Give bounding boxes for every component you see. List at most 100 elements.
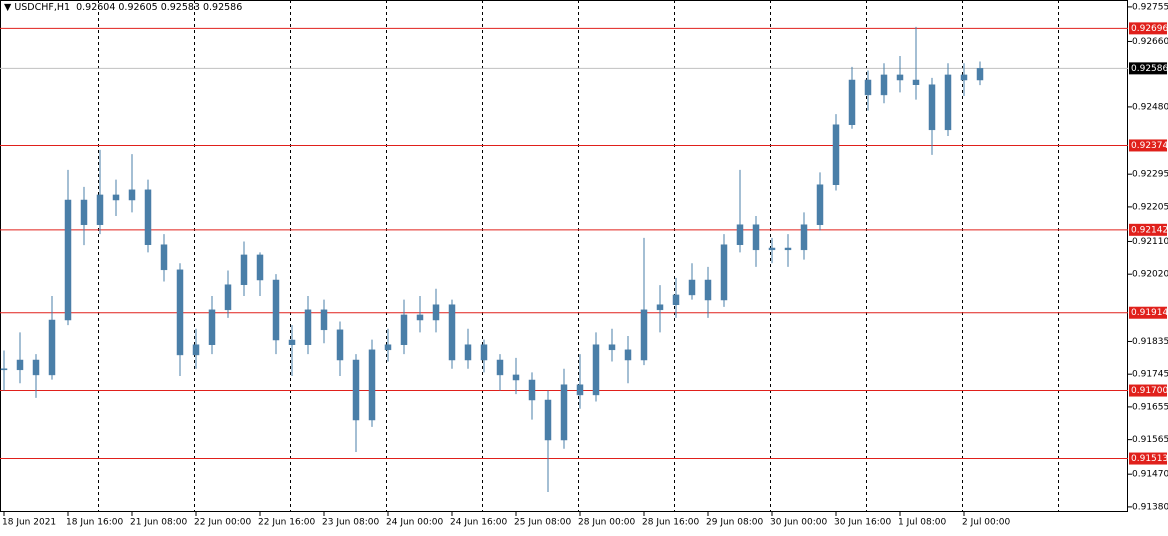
candle-body xyxy=(960,74,968,81)
candle-body xyxy=(208,309,216,345)
candle xyxy=(0,350,8,391)
candle-body xyxy=(848,79,856,125)
candle xyxy=(848,66,856,129)
y-tick-label: 0.92205 xyxy=(1132,202,1168,212)
last-price-label: 0.92586 xyxy=(1131,64,1168,74)
candle-body xyxy=(832,124,840,185)
candle xyxy=(912,26,920,100)
candle xyxy=(656,285,664,333)
candle xyxy=(896,56,904,93)
candle-body xyxy=(448,304,456,361)
candle xyxy=(32,354,40,398)
candle-body xyxy=(736,224,744,245)
x-tick-label: 24 Jun 00:00 xyxy=(386,518,443,528)
menu-arrow[interactable]: ▼ xyxy=(4,2,12,13)
x-tick-label: 24 Jun 16:00 xyxy=(450,518,507,528)
y-tick-label: 0.91745 xyxy=(1132,370,1168,380)
candle xyxy=(544,390,552,492)
level-label: 0.91700 xyxy=(1131,386,1168,396)
candle-body xyxy=(352,359,360,421)
candle-body xyxy=(288,339,296,345)
candle-body xyxy=(384,344,392,351)
candle-body xyxy=(368,349,376,421)
candle-body xyxy=(880,74,888,96)
candle-body xyxy=(896,74,904,81)
candle xyxy=(672,277,680,318)
candle-body xyxy=(576,384,584,396)
y-tick-label: 0.92110 xyxy=(1132,237,1168,247)
candle xyxy=(224,270,232,318)
level-label-box xyxy=(1129,306,1167,319)
candle xyxy=(976,61,984,86)
y-tick-label: 0.91380 xyxy=(1132,502,1168,512)
candle-body xyxy=(976,68,984,81)
y-tick-label: 0.92020 xyxy=(1132,270,1168,280)
symbol: USDCHF,H1 xyxy=(14,2,71,13)
candle xyxy=(928,77,936,155)
x-tick-label: 22 Jun 16:00 xyxy=(258,518,315,528)
candle-body xyxy=(432,304,440,321)
candle xyxy=(16,332,24,384)
candle-body xyxy=(592,344,600,396)
candle xyxy=(640,237,648,366)
level-label-box xyxy=(1129,452,1167,465)
x-tick-label: 1 Jul 08:00 xyxy=(898,518,947,528)
x-tick-label: 2 Jul 00:00 xyxy=(962,518,1011,528)
x-tick-label: 29 Jun 08:00 xyxy=(706,518,763,528)
candle-body xyxy=(464,344,472,361)
level-label: 0.91914 xyxy=(1131,308,1168,318)
candle xyxy=(336,321,344,376)
candle-body xyxy=(928,84,936,131)
candle xyxy=(864,70,872,111)
candle-body xyxy=(240,254,248,285)
level-label: 0.92696 xyxy=(1131,24,1168,34)
candle xyxy=(48,296,56,380)
candle xyxy=(880,63,888,104)
candle xyxy=(736,169,744,253)
candle xyxy=(832,114,840,191)
candle xyxy=(784,234,792,267)
candle-body xyxy=(944,74,952,131)
candle-body xyxy=(640,309,648,361)
candle xyxy=(160,234,168,282)
candle-body xyxy=(64,199,72,321)
candle xyxy=(816,172,824,231)
candle xyxy=(480,339,488,373)
candle xyxy=(608,328,616,362)
candle-body xyxy=(704,279,712,301)
plot-frame xyxy=(0,0,1128,512)
x-tick-label: 22 Jun 00:00 xyxy=(194,518,251,528)
last-price-box xyxy=(1129,62,1167,75)
candle xyxy=(304,296,312,355)
candle xyxy=(288,325,296,376)
candle xyxy=(144,179,152,253)
x-tick-label: 25 Jun 08:00 xyxy=(514,518,571,528)
x-tick-label: 23 Jun 08:00 xyxy=(322,518,379,528)
candle xyxy=(368,339,376,427)
candle xyxy=(512,357,520,395)
candle-body xyxy=(816,184,824,225)
candle-body xyxy=(528,379,536,401)
candle-body xyxy=(224,284,232,311)
candle xyxy=(800,212,808,260)
candle-body xyxy=(176,269,184,356)
candle-body xyxy=(416,314,424,321)
level-label-box xyxy=(1129,223,1167,236)
candle-body xyxy=(512,374,520,381)
candle xyxy=(624,336,632,384)
candle-body xyxy=(560,384,568,441)
candle xyxy=(464,328,472,369)
candle-body xyxy=(0,368,8,371)
candle xyxy=(96,149,104,235)
candle-body xyxy=(720,244,728,301)
candle-body xyxy=(80,199,88,225)
candle-body xyxy=(544,399,552,441)
low-price: 0.92583 xyxy=(160,2,200,13)
level-label-box xyxy=(1129,22,1167,35)
candle xyxy=(560,368,568,449)
y-tick-label: 0.92755 xyxy=(1132,2,1168,12)
candle-body xyxy=(272,279,280,341)
candle-body xyxy=(608,344,616,351)
